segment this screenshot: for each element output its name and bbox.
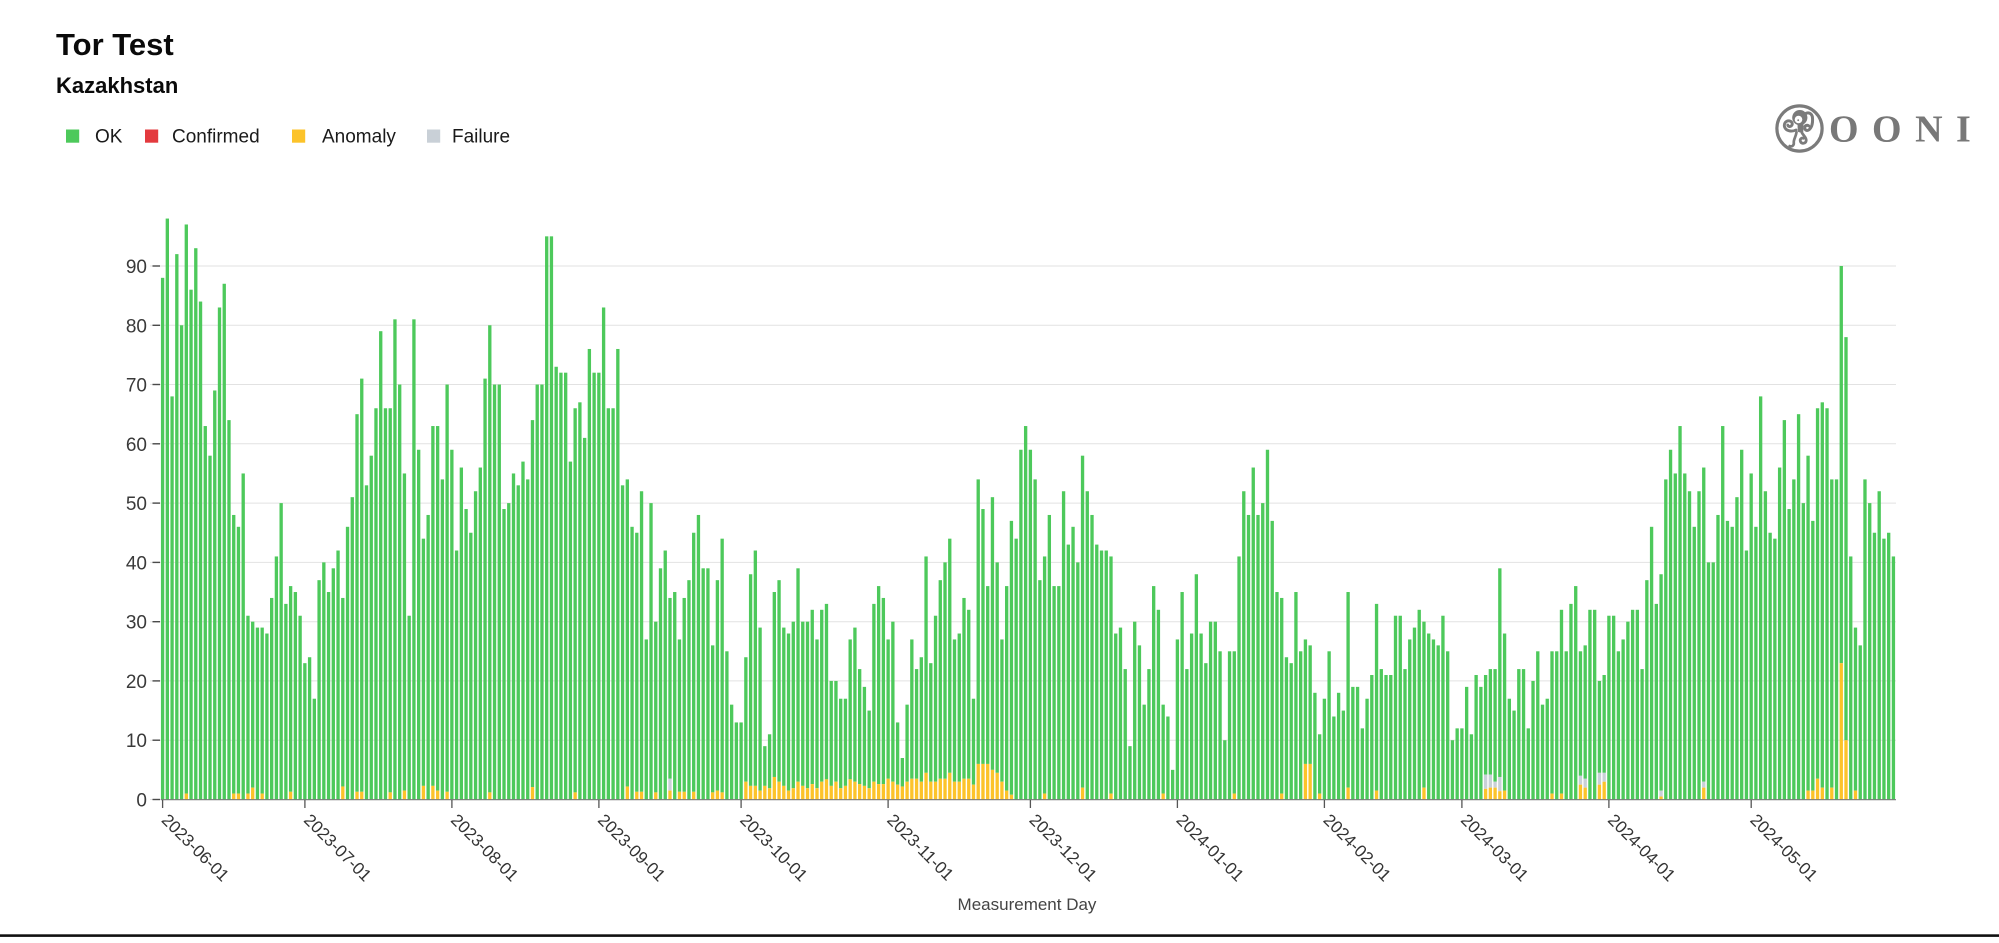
svg-text:OK: OK (95, 127, 123, 148)
svg-text:10: 10 (126, 731, 147, 752)
svg-text:30: 30 (126, 613, 147, 634)
svg-text:Measurement Day: Measurement Day (958, 895, 1097, 914)
svg-text:Kazakhstan: Kazakhstan (56, 73, 178, 98)
svg-text:OONI: OONI (1829, 109, 1984, 151)
svg-text:70: 70 (126, 376, 147, 397)
svg-text:Failure: Failure (452, 127, 510, 148)
svg-text:40: 40 (126, 553, 147, 574)
svg-text:90: 90 (126, 257, 147, 278)
svg-text:50: 50 (126, 494, 147, 515)
svg-text:0: 0 (136, 791, 147, 812)
svg-text:Tor Test: Tor Test (56, 27, 174, 62)
svg-text:Confirmed: Confirmed (172, 127, 260, 148)
svg-text:Anomaly: Anomaly (322, 127, 396, 148)
svg-text:60: 60 (126, 435, 147, 456)
svg-text:80: 80 (126, 316, 147, 337)
svg-text:20: 20 (126, 672, 147, 693)
